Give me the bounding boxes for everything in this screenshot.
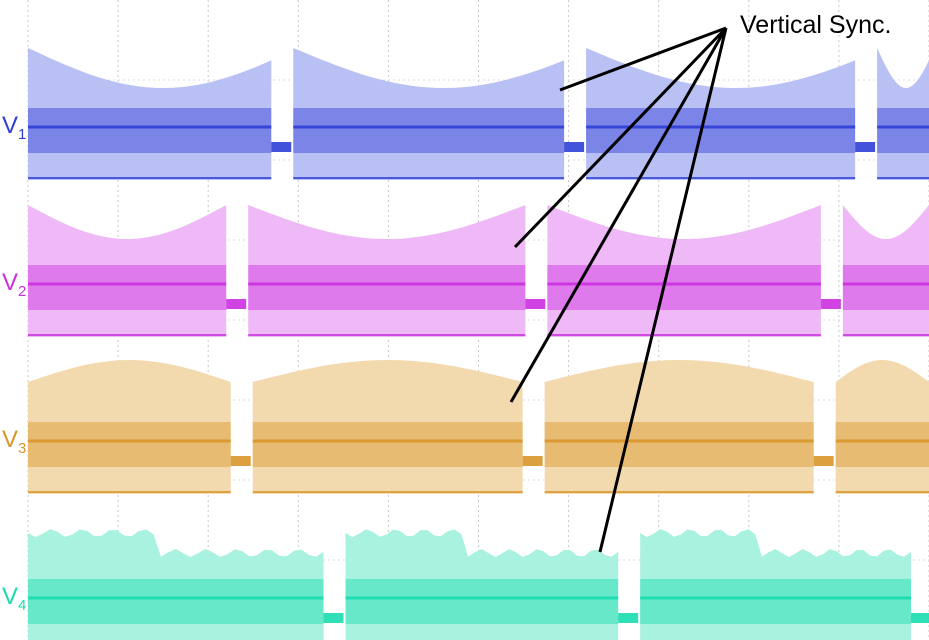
trace-v1 [28, 48, 929, 180]
sync-pulse [813, 456, 834, 466]
sync-pulse [564, 142, 585, 152]
trace-core-band [28, 265, 227, 310]
sync-pulse [855, 142, 876, 152]
trace-core-band [293, 108, 565, 153]
sync-pulse [820, 299, 841, 309]
channel-label-v1: V1 [2, 112, 26, 143]
trace-core-band [835, 422, 929, 467]
trace-envelope [544, 360, 814, 494]
trace-v2 [28, 205, 929, 337]
annotation-arrows [509, 26, 728, 553]
channel-label-v4: V4 [2, 583, 26, 614]
trace-v4 [28, 529, 929, 640]
trace-core-band [547, 265, 821, 310]
channel-label-v2: V2 [2, 269, 26, 300]
trace-envelope [877, 48, 929, 180]
trace-core-band [28, 422, 231, 467]
trace-core-band [586, 108, 856, 153]
trace-v3 [28, 360, 929, 494]
trace-envelope [28, 360, 231, 494]
trace-core-band [877, 108, 929, 153]
trace-envelope [28, 205, 227, 337]
trace-envelope [547, 205, 821, 337]
sync-pulse [271, 142, 292, 152]
trace-core-band [248, 265, 526, 310]
arrow-to-v4 [598, 27, 728, 553]
trace-envelope [28, 48, 272, 180]
sync-pulse [618, 613, 639, 623]
arrow-to-v3 [509, 27, 728, 403]
arrow-to-v2 [513, 26, 728, 249]
arrow-to-v1 [559, 26, 727, 92]
trace-core-band [345, 579, 619, 624]
trace-envelope [252, 360, 523, 494]
traces-group [28, 48, 929, 640]
sync-pulse [525, 299, 546, 309]
channel-label-v3: V3 [2, 426, 26, 457]
trace-core-band [544, 422, 814, 467]
sync-pulse [323, 613, 344, 623]
trace-envelope [28, 529, 324, 640]
trace-envelope [293, 48, 565, 180]
trace-envelope [640, 529, 911, 640]
trace-envelope [345, 529, 619, 640]
trace-core-band [640, 579, 911, 624]
sync-pulse [910, 613, 929, 623]
sync-pulse [230, 456, 251, 466]
trace-envelope [842, 205, 929, 337]
trace-envelope [586, 48, 856, 180]
trace-core-band [842, 265, 929, 310]
trace-envelope [835, 360, 929, 494]
sync-pulse [226, 299, 247, 309]
annotation-vertical-sync: Vertical Sync. [740, 11, 891, 39]
trace-core-band [28, 579, 324, 624]
sync-pulse [522, 456, 543, 466]
trace-core-band [252, 422, 523, 467]
channel-labels: V1 V2 V3 V4 [2, 112, 26, 614]
trace-core-band [28, 108, 272, 153]
trace-envelope [248, 205, 526, 337]
